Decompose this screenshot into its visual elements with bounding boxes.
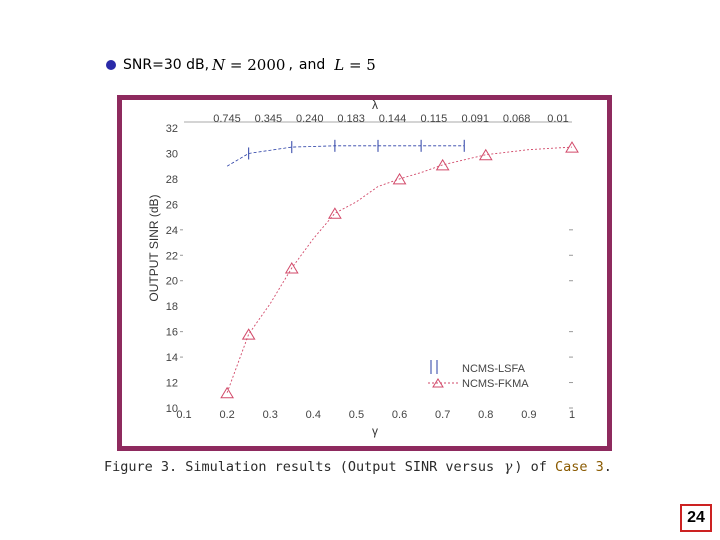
top-tick-label: 0.115 (421, 113, 448, 125)
l-value: = 5 (344, 56, 376, 74)
y-tick-label: 10 (166, 403, 178, 415)
y-tick-label: 24 (166, 225, 178, 237)
x-tick-label: 0.3 (263, 409, 278, 421)
n-value: = 2000 (225, 56, 286, 74)
y-tick-label: 18 (166, 301, 178, 313)
legend-label-fkma: NCMS-FKMA (462, 378, 529, 390)
y-tick-label: 26 (166, 199, 178, 211)
series-layer (220, 139, 579, 399)
x-tick-label: 0.2 (219, 409, 234, 421)
x-tick-label: 0.8 (478, 409, 493, 421)
bullet-line: SNR=30 dB, N = 2000 , and L = 5 (106, 54, 379, 76)
comma-text: , (288, 57, 293, 73)
y-tick-label: 20 (166, 276, 178, 288)
top-tick-label: 0.240 (296, 113, 324, 125)
x-tick-label: 1 (569, 409, 575, 421)
series-line-lsfa (226, 145, 465, 167)
fkma-point (478, 148, 493, 161)
x-tick-label: 0.4 (306, 409, 321, 421)
fkma-point (220, 386, 234, 399)
caption-case: Case 3 (555, 459, 604, 475)
caption-period: . (603, 459, 612, 475)
top-tick-label: 0.183 (337, 113, 365, 125)
y-tick-label: 22 (166, 250, 178, 262)
fkma-point (241, 328, 256, 340)
x-tick-label: 0.7 (435, 409, 450, 421)
right-tick-marks (180, 229, 573, 409)
fkma-point (392, 172, 407, 185)
series-line-fkma (226, 146, 573, 393)
top-tick-label: 0.345 (255, 113, 283, 125)
y-tick-labels: 10 12 14 16 18 20 22 24 26 28 30 32 (166, 123, 178, 415)
x-tick-label: 0.5 (349, 409, 364, 421)
page-number: 24 (680, 504, 712, 532)
chart-frame: λ 0.745 0.345 0.240 0.183 0.144 0.115 0.091 0.0… (117, 95, 612, 451)
x-tick-label: 0.6 (392, 409, 407, 421)
top-axis-label: λ (372, 100, 378, 112)
x-tick-label: 0.1 (176, 409, 191, 421)
l-var: L (334, 56, 345, 74)
figure-caption: Figure 3. Simulation results (Output SIN… (104, 459, 612, 475)
caption-prefix: Figure 3. Simulation results (Output SIN… (104, 459, 495, 475)
fkma-point (328, 207, 342, 219)
x-tick-labels: 0.1 0.2 0.3 0.4 0.5 0.6 0.7 0.8 0.9 1 (176, 409, 575, 421)
fkma-point (435, 158, 450, 171)
legend: NCMS-LSFA NCMS-FKMA (428, 360, 529, 390)
y-tick-label: 30 (166, 148, 178, 160)
y-axis-label: OUTPUT SINR (dB) (147, 194, 161, 301)
bullet-icon (106, 60, 116, 70)
fkma-point (284, 262, 299, 274)
top-tick-label: 0.144 (379, 113, 407, 125)
y-tick-label: 28 (166, 174, 178, 186)
caption-middle: ) of (514, 459, 547, 475)
l-equation: L = 5 (334, 56, 376, 74)
sinr-chart: λ 0.745 0.345 0.240 0.183 0.144 0.115 0.091 0.0… (147, 100, 579, 438)
top-tick-label: 0.745 (213, 113, 241, 125)
top-tick-label: 0.091 (461, 113, 489, 125)
top-tick-label: 0.01 (547, 113, 568, 125)
fkma-point (565, 141, 579, 153)
n-var: N (212, 56, 226, 74)
y-tick-label: 14 (166, 352, 178, 364)
x-axis-label: γ (372, 424, 378, 438)
and-text: and (298, 57, 326, 73)
y-tick-label: 12 (166, 378, 178, 390)
caption-gamma: γ (504, 459, 513, 475)
y-tick-label: 16 (166, 327, 178, 339)
legend-triangle-icon (432, 378, 444, 388)
snr-text: SNR=30 dB, (123, 57, 210, 73)
top-tick-label: 0.068 (503, 113, 531, 125)
legend-label-lsfa: NCMS-LSFA (462, 363, 526, 375)
x-tick-label: 0.9 (521, 409, 536, 421)
n-equation: N = 2000 (212, 56, 285, 74)
y-tick-label: 32 (166, 123, 178, 135)
top-tick-labels: 0.745 0.345 0.240 0.183 0.144 0.115 0.091 0.068… (213, 113, 568, 125)
